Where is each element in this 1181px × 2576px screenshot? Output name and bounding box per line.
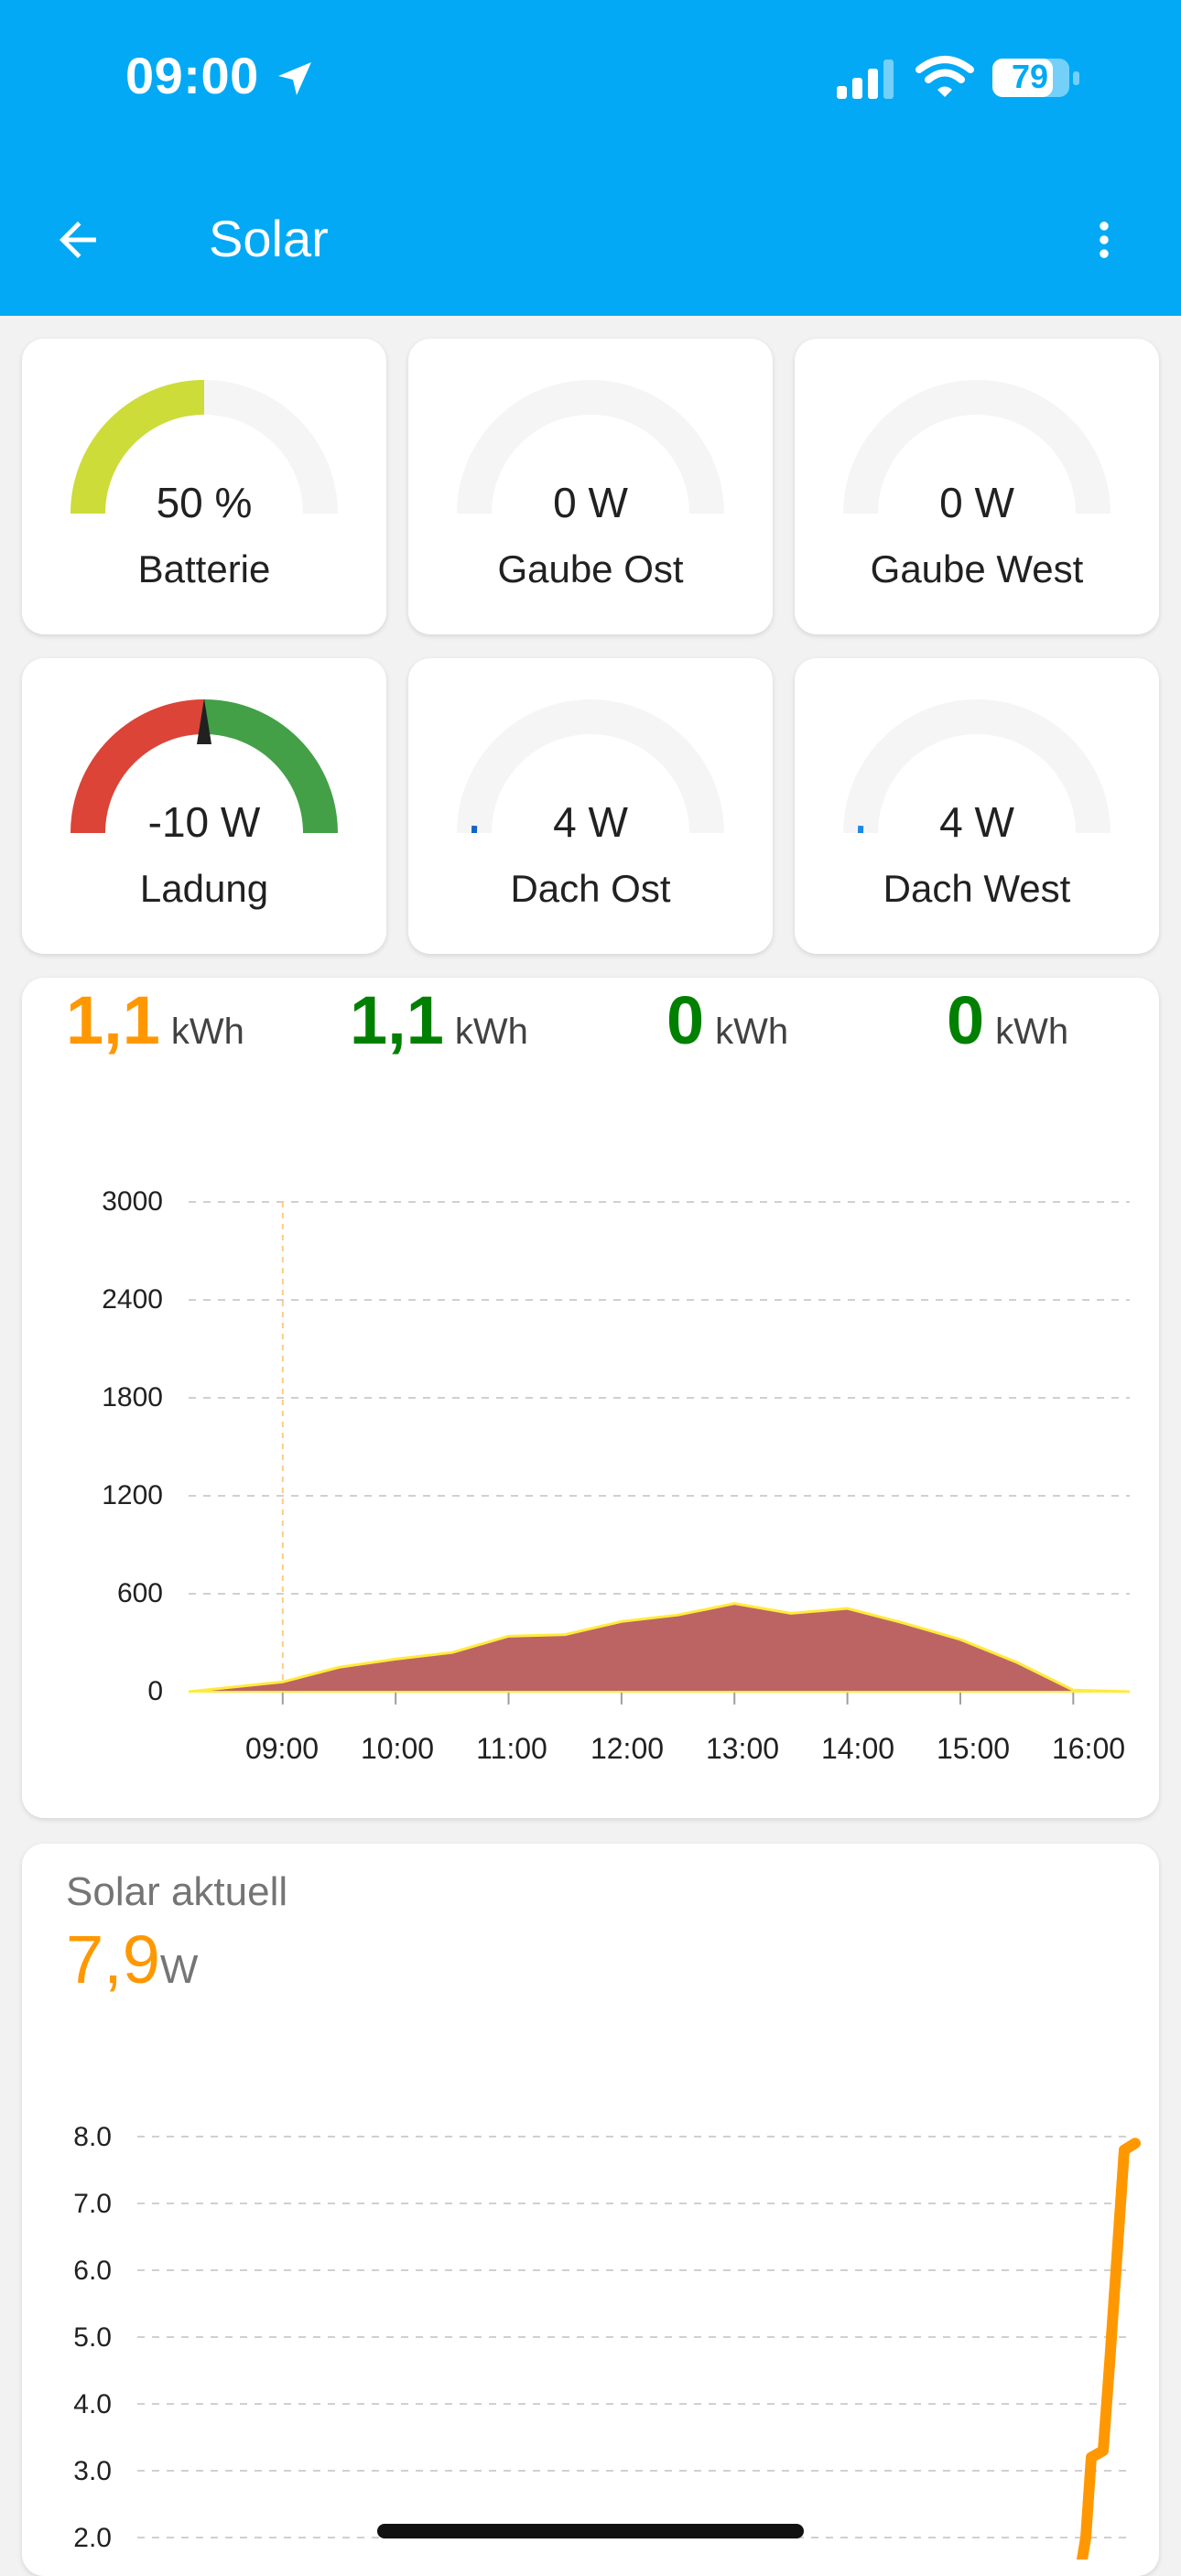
y-tick-label: 6.0: [57, 2256, 112, 2287]
location-arrow-icon: [273, 57, 317, 101]
back-arrow-icon[interactable]: [50, 212, 105, 267]
y-tick-label: 600: [90, 1578, 163, 1609]
cellular-signal-icon: [835, 59, 899, 99]
gauge-value: 50 %: [22, 478, 386, 527]
x-tick-label: 15:00: [923, 1732, 1024, 1766]
y-tick-label: 4.0: [57, 2389, 112, 2420]
battery-percentage: 79: [994, 57, 1066, 97]
y-tick-label: 2.0: [57, 2523, 112, 2554]
y-tick-label: 8.0: [57, 2122, 112, 2153]
gauge-value: 4 W: [795, 797, 1159, 847]
energy-stat-unit: kWh: [995, 1012, 1068, 1052]
x-tick-label: 13:00: [692, 1732, 793, 1766]
wifi-icon: [916, 55, 974, 99]
energy-stat: 0 kWh: [947, 981, 1068, 1059]
gauge-card-gaube-ost[interactable]: 0 W Gaube Ost: [408, 339, 773, 634]
x-tick-label: 10:00: [347, 1732, 448, 1766]
home-indicator[interactable]: [377, 2524, 804, 2538]
gauge-card-ladung[interactable]: -10 W Ladung: [22, 658, 386, 954]
y-tick-label: 0: [90, 1676, 163, 1707]
gauge-value: 0 W: [795, 478, 1159, 527]
y-tick-label: 2400: [90, 1284, 163, 1315]
energy-chart-card[interactable]: [22, 978, 1159, 1818]
energy-stat-value: 1,1: [66, 982, 160, 1058]
gauge-card-gaube-west[interactable]: 0 W Gaube West: [795, 339, 1159, 634]
energy-stat-unit: kWh: [715, 1012, 788, 1052]
gauge-label: Gaube West: [795, 547, 1159, 591]
app-header: 09:00 79 Solar: [0, 0, 1181, 316]
gauge-label: Batterie: [22, 547, 386, 591]
solar-value-number: 7,9: [66, 1921, 160, 1997]
energy-stat: 0 kWh: [666, 981, 788, 1059]
x-tick-label: 11:00: [461, 1732, 562, 1766]
y-tick-label: 5.0: [57, 2322, 112, 2354]
energy-stat-value: 0: [666, 982, 704, 1058]
x-tick-label: 14:00: [807, 1732, 908, 1766]
gauge-label: Dach Ost: [408, 867, 773, 911]
gauge-label: Dach West: [795, 867, 1159, 911]
x-tick-label: 09:00: [232, 1732, 332, 1766]
solar-card-title: Solar aktuell: [66, 1869, 287, 1915]
gauge-label: Ladung: [22, 867, 386, 911]
solar-value-unit: W: [160, 1947, 199, 1992]
gauge-value: 4 W: [408, 797, 773, 847]
gauge-card-dach-ost[interactable]: 4 W Dach Ost: [408, 658, 773, 954]
gauge-value: 0 W: [408, 478, 773, 527]
more-vert-icon[interactable]: [1080, 212, 1128, 267]
energy-stat: 1,1 kWh: [66, 981, 244, 1059]
y-tick-label: 3.0: [57, 2456, 112, 2487]
energy-stat: 1,1 kWh: [350, 981, 528, 1059]
y-tick-label: 1200: [90, 1480, 163, 1511]
page-title: Solar: [209, 209, 329, 268]
x-tick-label: 12:00: [577, 1732, 677, 1766]
energy-stat-value: 1,1: [350, 982, 444, 1058]
energy-stat-unit: kWh: [455, 1012, 528, 1052]
y-tick-label: 1800: [90, 1382, 163, 1413]
x-tick-label: 16:00: [1038, 1732, 1139, 1766]
energy-stat-unit: kWh: [171, 1012, 244, 1052]
status-time: 09:00: [125, 46, 259, 105]
gauge-value: -10 W: [22, 797, 386, 847]
gauge-card-dach-west[interactable]: 4 W Dach West: [795, 658, 1159, 954]
y-tick-label: 3000: [90, 1186, 163, 1218]
gauge-label: Gaube Ost: [408, 547, 773, 591]
y-tick-label: 7.0: [57, 2189, 112, 2220]
gauge-card-batterie[interactable]: 50 % Batterie: [22, 339, 386, 634]
solar-current-value: 7,9W: [66, 1921, 198, 1998]
energy-stat-value: 0: [947, 982, 984, 1058]
